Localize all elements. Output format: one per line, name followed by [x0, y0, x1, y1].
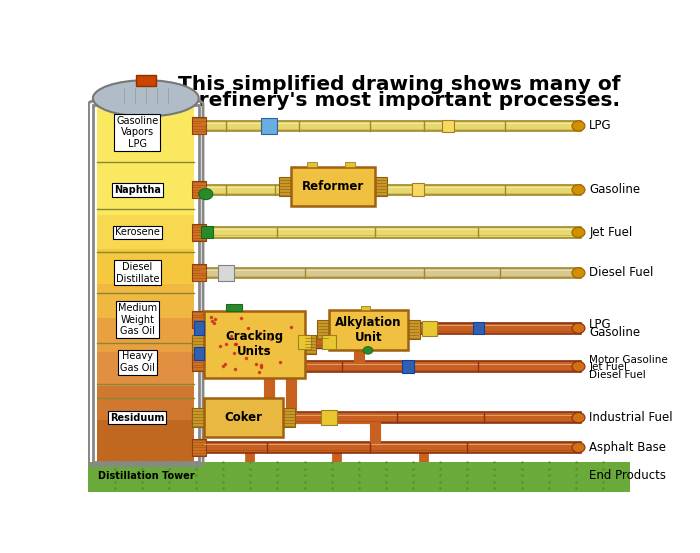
Bar: [202, 227, 214, 238]
Bar: [291, 167, 375, 206]
Text: LPG: LPG: [589, 319, 612, 331]
Text: Gasoline: Gasoline: [589, 326, 640, 340]
Bar: [298, 336, 312, 349]
Text: Industrial Fuel: Industrial Fuel: [589, 411, 673, 424]
Bar: [329, 323, 581, 333]
Bar: [202, 185, 581, 195]
Text: This simplified drawing shows many of: This simplified drawing shows many of: [178, 75, 621, 94]
Bar: [193, 439, 206, 456]
Bar: [204, 442, 581, 453]
Text: Alkylation
Unit: Alkylation Unit: [335, 316, 402, 344]
Bar: [204, 311, 304, 378]
Bar: [193, 224, 206, 241]
Bar: [97, 386, 195, 420]
Text: Distillation Tower: Distillation Tower: [97, 471, 194, 481]
Circle shape: [572, 323, 585, 333]
Bar: [345, 161, 355, 167]
Bar: [321, 410, 337, 425]
Bar: [304, 335, 316, 354]
Text: Cracking
Units: Cracking Units: [225, 330, 284, 358]
Circle shape: [363, 347, 373, 354]
Text: a refinery's most important processes.: a refinery's most important processes.: [178, 91, 620, 110]
Ellipse shape: [93, 80, 199, 116]
Text: Gasoline: Gasoline: [589, 184, 640, 196]
Circle shape: [572, 268, 585, 278]
Bar: [317, 320, 329, 339]
Bar: [96, 98, 196, 105]
Bar: [193, 264, 206, 281]
Text: Jet Fuel: Jet Fuel: [589, 226, 633, 239]
Bar: [283, 408, 295, 427]
Bar: [97, 249, 195, 284]
Circle shape: [572, 185, 585, 195]
Bar: [303, 337, 330, 348]
Text: Motor Gasoline: Motor Gasoline: [589, 355, 668, 365]
Bar: [97, 420, 195, 462]
Circle shape: [572, 362, 585, 372]
Text: Coker: Coker: [225, 411, 262, 424]
Bar: [361, 306, 370, 310]
Bar: [204, 361, 581, 372]
Bar: [97, 105, 195, 216]
Bar: [421, 321, 437, 336]
Bar: [218, 265, 234, 281]
Bar: [202, 121, 581, 131]
Bar: [193, 408, 204, 427]
Text: Diesel Fuel: Diesel Fuel: [589, 369, 646, 380]
Bar: [193, 181, 206, 199]
Text: Kerosene: Kerosene: [115, 227, 160, 237]
Bar: [193, 354, 206, 371]
Bar: [204, 399, 283, 437]
Text: Reformer: Reformer: [302, 180, 364, 193]
Bar: [97, 352, 195, 386]
Text: End Products: End Products: [589, 469, 666, 482]
Bar: [402, 360, 414, 373]
Bar: [412, 184, 424, 196]
Bar: [195, 321, 204, 335]
Text: Residuum: Residuum: [110, 413, 164, 422]
Text: Jet Fuel: Jet Fuel: [589, 362, 627, 372]
Bar: [375, 177, 387, 196]
Text: Gasoline
Vapors
LPG: Gasoline Vapors LPG: [116, 116, 158, 149]
Bar: [322, 336, 336, 349]
Bar: [261, 118, 277, 134]
Circle shape: [572, 227, 585, 238]
Bar: [202, 268, 581, 278]
Text: Naphtha: Naphtha: [114, 185, 161, 195]
Text: Medium
Weight
Gas Oil: Medium Weight Gas Oil: [118, 303, 157, 336]
Bar: [279, 177, 291, 196]
Bar: [193, 311, 206, 328]
Bar: [193, 117, 206, 134]
Bar: [195, 347, 204, 360]
Bar: [226, 304, 242, 311]
Circle shape: [572, 121, 585, 131]
Text: LPG: LPG: [589, 119, 612, 133]
Bar: [97, 317, 195, 352]
Bar: [97, 284, 195, 317]
Bar: [442, 119, 454, 132]
Circle shape: [572, 413, 585, 422]
Text: Heavy
Gas Oil: Heavy Gas Oil: [120, 352, 155, 373]
Bar: [204, 413, 581, 423]
Bar: [97, 216, 195, 249]
Bar: [473, 322, 484, 334]
Bar: [307, 161, 317, 167]
Bar: [202, 227, 581, 238]
Bar: [407, 320, 419, 339]
Text: Asphalt Base: Asphalt Base: [589, 441, 666, 454]
Bar: [193, 409, 206, 426]
Bar: [88, 462, 630, 492]
Bar: [93, 105, 199, 462]
Circle shape: [199, 189, 213, 200]
Circle shape: [572, 442, 585, 452]
Text: Diesel
Distillate: Diesel Distillate: [116, 262, 159, 284]
Bar: [193, 335, 204, 354]
Bar: [136, 75, 155, 86]
Bar: [329, 310, 407, 349]
Text: Diesel Fuel: Diesel Fuel: [589, 267, 654, 279]
